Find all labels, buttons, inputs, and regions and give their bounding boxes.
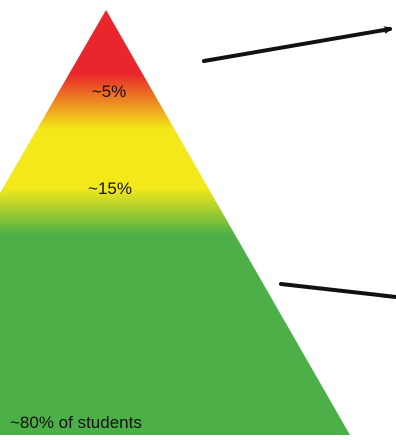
tier-top-label: ~5% [92, 82, 127, 101]
arrow-bottom-line [279, 282, 396, 299]
arrow-top [202, 29, 392, 63]
tier-bottom-label: ~80% of students [10, 413, 142, 432]
pyramid-shape [0, 10, 350, 435]
tier-middle-label: ~15% [88, 179, 132, 198]
